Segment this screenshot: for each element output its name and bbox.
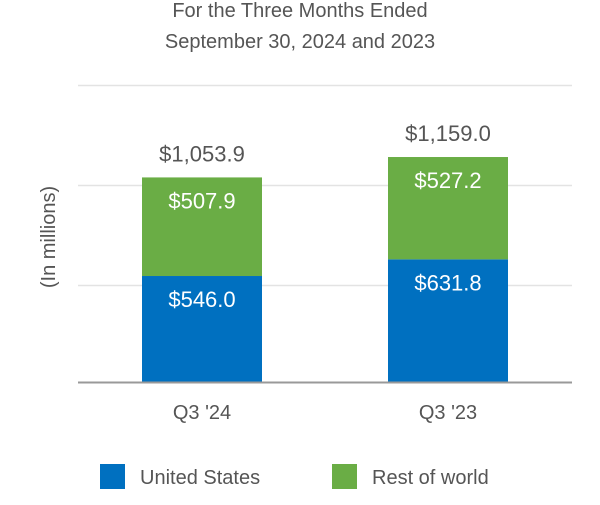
x-tick-label: Q3 '23	[419, 402, 477, 424]
legend-label: United States	[140, 467, 260, 489]
chart-title: For the Three Months Ended	[172, 0, 427, 22]
data-label: $546.0	[168, 287, 235, 312]
legend-swatch	[100, 464, 125, 489]
data-label: $507.9	[168, 188, 235, 213]
data-label: $631.8	[414, 270, 481, 295]
bar-segment-rest-of-world	[142, 177, 262, 277]
legend-label: Rest of world	[372, 467, 489, 489]
bar-segment-united-states	[388, 259, 508, 382]
y-axis-label: (In millions)	[38, 186, 60, 288]
total-label: $1,159.0	[405, 121, 491, 146]
x-tick-label: Q3 '24	[173, 402, 231, 424]
bar-segment-united-states	[142, 276, 262, 382]
total-label: $1,053.9	[159, 141, 245, 166]
legend-swatch	[332, 464, 357, 489]
chart-subtitle: September 30, 2024 and 2023	[165, 31, 435, 53]
data-label: $527.2	[414, 168, 481, 193]
bar-segment-rest-of-world	[388, 157, 508, 260]
